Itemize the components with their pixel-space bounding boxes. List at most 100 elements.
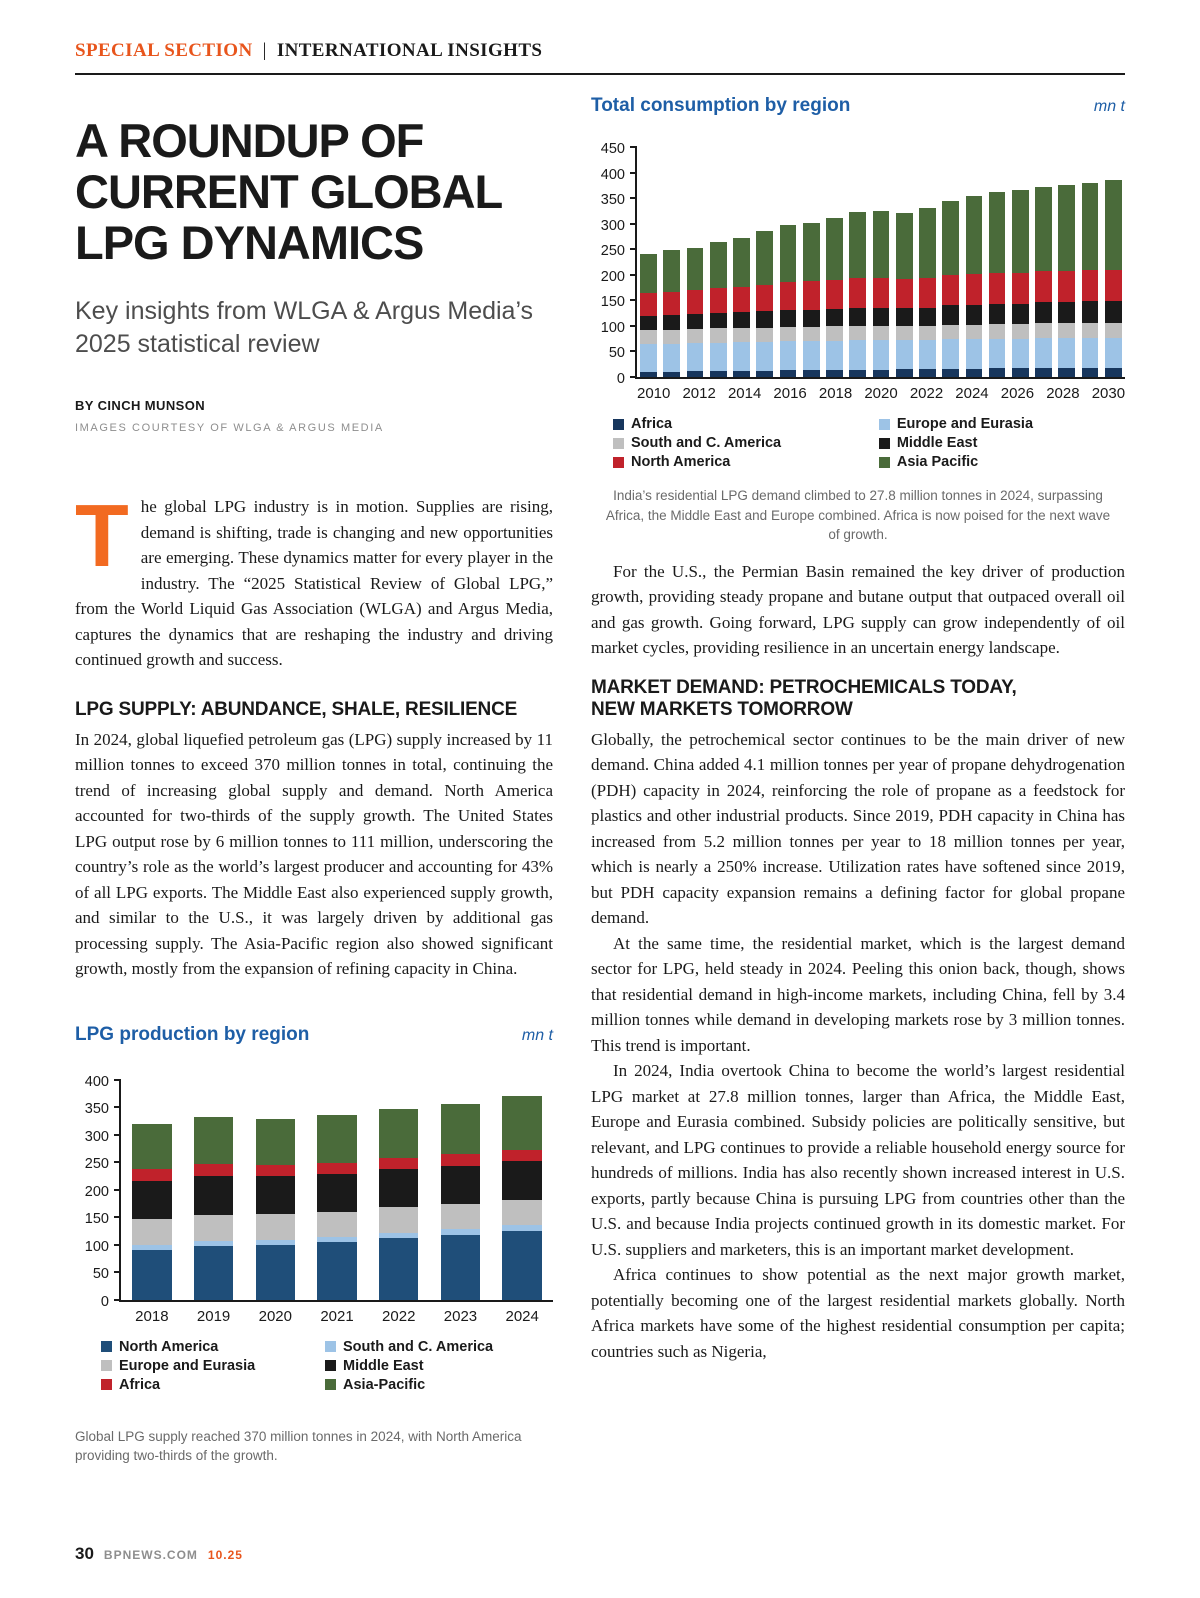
bar-segment-europe-and-eurasia bbox=[1035, 338, 1052, 369]
bar-slot bbox=[846, 147, 869, 377]
bar-slot bbox=[986, 147, 1009, 377]
legend-item: Africa bbox=[613, 416, 879, 432]
x-tick-label: 2024 bbox=[505, 1307, 539, 1325]
bar-segment-africa bbox=[1104, 367, 1122, 377]
chart-caption: India’s residential LPG demand climbed t… bbox=[605, 488, 1111, 543]
y-tick-label: 350 bbox=[600, 192, 625, 209]
legend-item: South and C. America bbox=[613, 435, 879, 451]
bar-segment-europe-and-eurasia bbox=[988, 338, 1006, 369]
bar-segment-south-and-c-america bbox=[640, 329, 657, 344]
bar-segment-africa bbox=[826, 369, 843, 377]
legend-label: Africa bbox=[631, 416, 673, 432]
bar-segment-europe-and-eurasia bbox=[1012, 338, 1029, 369]
legend-swatch bbox=[325, 1341, 336, 1353]
bar-slot bbox=[244, 1080, 306, 1300]
bar-segment-south-and-c-america bbox=[965, 324, 983, 340]
bar-segment-middle-east bbox=[1012, 303, 1029, 325]
bar-slot bbox=[1009, 147, 1032, 377]
bar-segment-europe-and-eurasia bbox=[132, 1218, 172, 1246]
chart-title: Total consumption by region bbox=[591, 95, 851, 116]
image-credits: IMAGES COURTESY OF WLGA & ARGUS MEDIA bbox=[75, 422, 384, 435]
bar-segment-north-america bbox=[965, 274, 983, 305]
x-tick-label bbox=[943, 385, 955, 402]
plot-area bbox=[630, 146, 1125, 379]
stacked-bar-2023 bbox=[942, 200, 960, 377]
header-title: INTERNATIONAL INSIGHTS bbox=[276, 40, 543, 61]
stacked-bar-2030 bbox=[1104, 180, 1122, 377]
y-tick-label: 250 bbox=[84, 1156, 109, 1173]
y-tick-mark bbox=[114, 1078, 121, 1081]
legend-label: North America bbox=[119, 1338, 219, 1355]
chart-header: Total consumption by region mn t bbox=[591, 95, 1125, 117]
bar-slot bbox=[939, 147, 962, 377]
bar-segment-europe-and-eurasia bbox=[965, 339, 983, 369]
bar-segment-north-america bbox=[255, 1244, 296, 1300]
stacked-bar-2018 bbox=[132, 1123, 172, 1300]
bar-segment-middle-east bbox=[895, 308, 913, 327]
bar-segment-north-america bbox=[193, 1246, 234, 1300]
legend-swatch bbox=[101, 1360, 112, 1372]
legend-swatch bbox=[325, 1360, 336, 1372]
bar-segment-africa bbox=[942, 368, 960, 377]
y-tick-mark bbox=[114, 1298, 121, 1301]
bar-segment-north-america bbox=[802, 281, 820, 310]
x-tick-label: 2010 bbox=[637, 385, 671, 402]
bar-slot bbox=[753, 147, 776, 377]
bar-segment-middle-east bbox=[440, 1166, 481, 1204]
legend-label: Europe and Eurasia bbox=[896, 416, 1034, 432]
bar-segment-africa bbox=[686, 371, 704, 377]
legend-swatch bbox=[878, 456, 890, 468]
stacked-bar-2012 bbox=[686, 248, 704, 377]
legend-label: Asia Pacific bbox=[896, 454, 979, 470]
bar-slot bbox=[869, 147, 892, 377]
legend-label: Asia-Pacific bbox=[343, 1376, 426, 1393]
bar-segment-africa bbox=[193, 1164, 234, 1177]
bar-segment-asia-pacific bbox=[756, 231, 774, 285]
y-tick-label: 200 bbox=[600, 268, 625, 285]
bar-segment-europe-and-eurasia bbox=[1104, 337, 1122, 368]
bar-slot bbox=[637, 147, 660, 377]
bar-segment-south-and-c-america bbox=[942, 324, 960, 340]
bar-slot bbox=[121, 1080, 183, 1300]
bar-segment-africa bbox=[1012, 368, 1029, 377]
y-tick-mark bbox=[630, 299, 637, 302]
supply-paragraph: In 2024, global liquefied petroleum gas … bbox=[75, 729, 553, 979]
stacked-bar-2017 bbox=[802, 222, 820, 377]
chart-unit-label: mn t bbox=[1093, 98, 1125, 115]
bar-slot bbox=[1032, 147, 1055, 377]
bar-segment-europe-and-eurasia bbox=[826, 340, 843, 370]
stacked-bar-2018 bbox=[826, 217, 843, 377]
x-tick-label: 2020 bbox=[258, 1307, 292, 1325]
article-title-line3: LPG DYNAMICS bbox=[75, 216, 424, 270]
page-footer: 30 BPNEWS.COM 10.25 bbox=[75, 1544, 243, 1564]
stacked-bar-2024 bbox=[502, 1096, 542, 1300]
legend-item: Africa bbox=[101, 1377, 325, 1393]
bar-slot bbox=[660, 147, 683, 377]
bar-segment-europe-and-eurasia bbox=[709, 342, 727, 372]
stacked-bar-2022 bbox=[378, 1108, 419, 1300]
bar-segment-europe-and-eurasia bbox=[1081, 337, 1099, 368]
x-tick-label: 2019 bbox=[196, 1307, 231, 1325]
legend: Africa South and C. America North America E… bbox=[591, 416, 1125, 470]
bar-segment-africa bbox=[1035, 368, 1052, 377]
x-tick-label: 2020 bbox=[864, 385, 898, 402]
x-tick-label: 2028 bbox=[1046, 385, 1080, 402]
legend-label: Middle East bbox=[896, 435, 978, 451]
bar-segment-asia-pacific bbox=[502, 1096, 542, 1150]
bar-segment-asia-pacific bbox=[1081, 182, 1099, 271]
y-tick-mark bbox=[630, 324, 637, 327]
bar-segment-asia-pacific bbox=[132, 1123, 172, 1170]
bar-segment-middle-east bbox=[1081, 301, 1099, 323]
bar-slot bbox=[707, 147, 730, 377]
bar-slot bbox=[183, 1080, 245, 1300]
bar-slot bbox=[823, 147, 846, 377]
section-label: SPECIAL SECTION bbox=[75, 40, 253, 61]
page-header: SPECIAL SECTION | INTERNATIONAL INSIGHTS bbox=[75, 40, 1125, 75]
bar-segment-europe-and-eurasia bbox=[895, 340, 913, 370]
byline: BY CINCH MUNSON bbox=[75, 398, 205, 414]
y-tick-mark bbox=[630, 273, 637, 276]
stacked-bar-2021 bbox=[317, 1115, 357, 1300]
bar-segment-africa bbox=[502, 1149, 542, 1162]
bar-segment-africa bbox=[709, 371, 727, 377]
article-subtitle: Key insights from WLGA & Argus Media’s 2… bbox=[75, 296, 534, 359]
